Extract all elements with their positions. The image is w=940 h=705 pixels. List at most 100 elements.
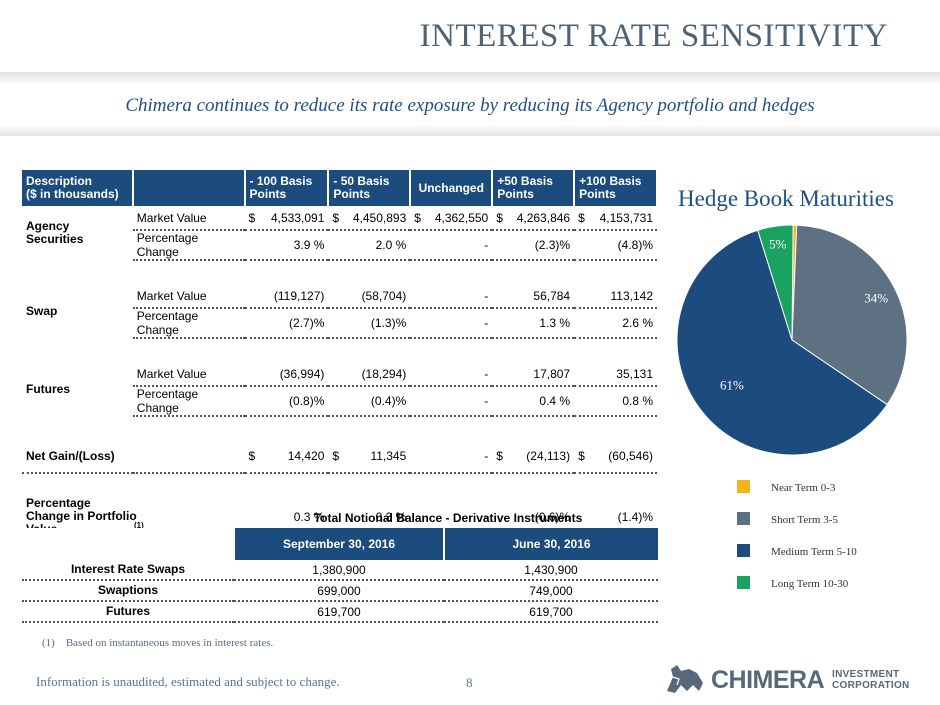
cell: (1.3)% (328, 308, 411, 339)
header-minus50-text: - 50 Basis Points (333, 174, 390, 201)
agency-pc-row: Percentage Change 3.9 % 2.0 % - (2.3)% (… (22, 230, 657, 261)
logo-line2: CORPORATION (832, 680, 910, 691)
value: 4,263,846 (516, 210, 571, 225)
disclaimer: Information is unaudited, estimated and … (36, 674, 340, 689)
currency: $ (578, 449, 585, 463)
cell: 0.8 % (574, 386, 657, 417)
cell: $4,153,731 (574, 206, 657, 231)
cell: - (410, 440, 493, 474)
cell: - (410, 308, 493, 339)
cell: 2.6 % (574, 308, 657, 339)
cell: 619,700 (444, 601, 658, 623)
cell: 2.0 % (328, 230, 411, 261)
cell: $4,362,550 (410, 206, 493, 231)
cell: 3.9 % (244, 230, 329, 261)
notional-title: Total Notional Balance - Derivative Inst… (313, 511, 583, 525)
cell: 1.3 % (492, 308, 575, 339)
cell: (2.3)% (492, 230, 575, 261)
header-minus50: - 50 Basis Points (328, 170, 412, 206)
notional-row-label: Futures (22, 601, 234, 623)
value: (24,113) (526, 449, 571, 463)
net-row: Net Gain/(Loss) $14,420 $11,345 - $ (24,1… (22, 440, 657, 474)
row-label: Percentage Change (132, 230, 245, 261)
value: (60,546) (608, 449, 653, 463)
cell: $4,263,846 (492, 206, 575, 231)
cell: 113,142 (574, 284, 657, 309)
legend-swatch-short (737, 512, 750, 525)
currency: $ (578, 210, 585, 225)
legend-swatch-near (737, 480, 750, 493)
header-minus100: - 100 Basis Points (244, 170, 330, 206)
header-blank (132, 170, 246, 206)
cell: 619,700 (234, 601, 444, 623)
legend-swatch-medium (737, 544, 750, 557)
cell: - (410, 284, 493, 309)
pie-slice-long (757, 224, 794, 341)
spacer-row (22, 260, 657, 284)
spacer-row (22, 416, 657, 440)
notional-header-row: September 30, 2016 June 30, 2016 (22, 528, 658, 560)
row-label: Percentage Change (132, 386, 245, 417)
value: 4,533,091 (271, 210, 325, 225)
cell: $14,420 (244, 440, 329, 474)
logo-wordmark: CHIMERA (711, 666, 825, 694)
footnote-ref: (1) (134, 521, 144, 530)
cell: $4,450,893 (328, 206, 411, 231)
notional-row-label: Interest Rate Swaps (22, 560, 234, 581)
cell: $ (60,546) (574, 440, 657, 474)
table-row: Swaptions 699,000 749,000 (22, 580, 658, 602)
pie-label-long: 5% (769, 236, 787, 251)
cell: (0.4)% (328, 386, 411, 417)
row-label: Market Value (132, 206, 245, 231)
cell: (36,994) (244, 362, 329, 387)
header-description: Description ($ in thousands) (22, 170, 134, 206)
row-label: Market Value (132, 284, 245, 309)
header-unchanged-text: Unchanged (418, 180, 484, 195)
cell: 749,000 (444, 580, 658, 602)
value: 4,450,893 (352, 210, 407, 225)
table-row: Interest Rate Swaps 1,380,900 1,430,900 (22, 560, 658, 581)
page-number: 8 (466, 675, 473, 690)
notional-row-label: Swaptions (22, 580, 234, 602)
swap-label: Swap (26, 303, 58, 318)
currency: $ (332, 210, 340, 225)
chart-title: Hedge Book Maturities (678, 186, 894, 211)
notional-header-blank (22, 528, 234, 560)
cell: $4,533,091 (244, 206, 329, 231)
cell: - (410, 386, 493, 417)
cell: (4.8)% (574, 230, 657, 261)
legend-label: Short Term 3-5 (771, 514, 838, 526)
pie-label-short: 34% (864, 291, 888, 306)
hedge-book-pie-chart: 34% 61% 5% (676, 224, 908, 456)
currency: $ (248, 210, 256, 225)
currency: $ (332, 449, 340, 463)
value: 4,362,550 (434, 210, 489, 225)
legend-label: Long Term 10-30 (771, 578, 849, 590)
pie-slice-short (791, 224, 908, 406)
value: 11,345 (370, 449, 407, 463)
cell: 17,807 (492, 362, 575, 387)
currency: $ (496, 210, 503, 225)
cell: (18,294) (328, 362, 411, 387)
net-label: Net Gain/(Loss) (22, 440, 245, 474)
value: - (484, 449, 489, 463)
header-unchanged: Unchanged (410, 170, 494, 206)
cell: (119,127) (244, 284, 329, 309)
cell: 56,784 (492, 284, 575, 309)
cell: 1,380,900 (234, 560, 444, 581)
futures-mv-row: Futures Market Value (36,994) (18,294) -… (22, 362, 657, 395)
currency: $ (414, 210, 421, 225)
value: 4,153,731 (599, 210, 653, 225)
cell: $11,345 (328, 440, 411, 474)
logo-line1: INVESTMENT (832, 669, 900, 680)
header-plus50-text: +50 Basis Points (497, 174, 553, 201)
futures-label: Futures (26, 381, 71, 396)
sensitivity-table: Description ($ in thousands) - 100 Basis… (22, 170, 658, 538)
spacer-row (22, 473, 657, 497)
agency-mv-row: Agency Securities Market Value $4,533,09… (22, 206, 657, 246)
header-plus100: +100 Basis Points (574, 170, 658, 206)
cell: $ (24,113) (492, 440, 575, 474)
cell: - (410, 230, 493, 261)
cell: 0.4 % (492, 386, 575, 417)
agency-label: Agency Securities (26, 219, 84, 246)
